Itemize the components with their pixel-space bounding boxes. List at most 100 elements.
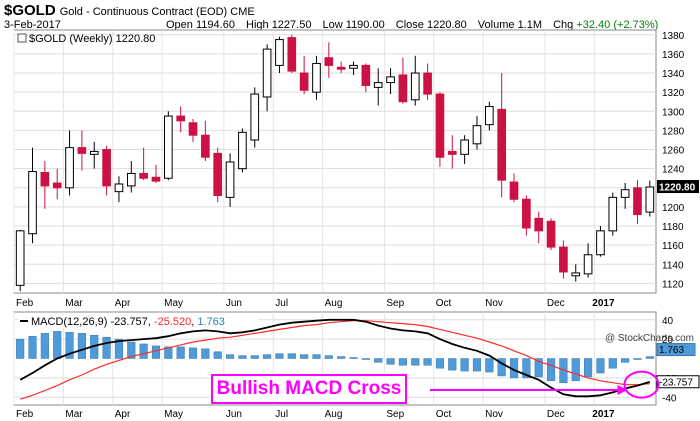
macd-histogram-bar (28, 335, 37, 359)
last-price-value: 1220.80 (659, 183, 696, 194)
macd-histogram-bar (645, 356, 654, 359)
macd-x-tick-label: Aug (325, 409, 343, 420)
macd-histogram-bar (411, 358, 420, 366)
price-y-tick-label: 1200 (662, 203, 685, 214)
macd-histogram-bar (522, 358, 531, 379)
price-y-tick-label: 1140 (662, 260, 684, 271)
candle-body (126, 172, 136, 187)
macd-x-tick-label: Sep (386, 409, 404, 420)
contract-description: Gold - Continuous Contract (EOD) CME (59, 6, 255, 18)
macd-histogram-bar (151, 345, 161, 359)
high-label: High (246, 19, 269, 31)
macd-histogram-bar (460, 358, 469, 372)
candle-body (484, 106, 494, 126)
price-x-tick-label: Jul (275, 298, 288, 309)
price-y-tick-label: 1260 (662, 146, 685, 157)
candle-body (299, 72, 309, 91)
macd-histogram-bar (596, 358, 605, 374)
macd-histogram-bar (349, 357, 358, 359)
candle-body (373, 82, 383, 88)
price-x-tick-label: Apr (115, 298, 131, 309)
volume-label: Volume (477, 19, 515, 31)
macd-x-tick-label: 2017 (592, 409, 615, 420)
price-y-tick-label: 1300 (662, 107, 685, 118)
candle-body (188, 122, 198, 136)
macd-histogram-bar (608, 358, 617, 369)
candle-body (386, 76, 395, 84)
candle-body (324, 57, 334, 66)
macd-histogram-bar (534, 358, 543, 378)
candle-body (28, 171, 37, 235)
price-y-tick-label: 1160 (662, 241, 684, 252)
macd-x-tick-label: Dec (547, 409, 565, 420)
candle-body (312, 62, 321, 93)
macd-y-tick-label: -40 (662, 393, 677, 404)
macd-histogram-bar (386, 358, 395, 365)
price-y-tick-label: 1320 (662, 88, 685, 99)
price-x-tick-label: Dec (547, 298, 565, 309)
macd-histogram-bar (312, 354, 321, 359)
candle-body (139, 172, 148, 179)
chg-label: Chg (553, 19, 574, 31)
macd-value-tag-label: -23.757 (659, 377, 693, 388)
macd-histogram-bar (188, 347, 198, 359)
price-legend-swatch (17, 33, 27, 43)
macd-histogram-bar (485, 358, 494, 373)
macd-line (19, 318, 651, 398)
candle-body (534, 217, 544, 232)
macd-histogram-bar (176, 346, 185, 359)
volume-value: 1.1M (517, 19, 543, 31)
symbol-text: $GOLD (4, 2, 56, 19)
macd-histogram-bar (127, 341, 136, 359)
macd-histogram-bar (102, 336, 111, 359)
macd-histogram-bar (16, 338, 25, 359)
candle-body (287, 37, 297, 72)
candle-body (472, 125, 482, 145)
macd-histogram-bar (448, 358, 457, 371)
macd-x-tick-label: Mar (65, 409, 83, 420)
open-value: 1194.60 (195, 19, 235, 31)
macd-histogram-bar (225, 354, 235, 359)
macd-signal-line (20, 320, 650, 400)
macd-histogram-bar (287, 353, 296, 359)
candle-body (163, 115, 173, 179)
macd-histogram-bar (435, 358, 445, 369)
macd-x-tick-label: Nov (485, 409, 503, 420)
macd-value-tag (656, 375, 700, 389)
candle-body (89, 150, 99, 155)
last-price-tag (657, 180, 699, 194)
macd-histogram-bar (114, 338, 124, 359)
hist-value-tag-label: 1.763 (659, 345, 684, 356)
price-x-tick-label: Nov (485, 298, 503, 309)
candle-body (423, 72, 432, 95)
macd-histogram-bar (571, 358, 580, 382)
macd-y-tick-label: 20 (662, 335, 674, 346)
chg-value: +32.40 (+2.73%) (576, 19, 659, 31)
price-x-tick-label: Sep (386, 298, 404, 309)
low-label: Low (322, 19, 343, 31)
price-y-tick-label: 1380 (662, 31, 685, 42)
macd-histogram-bar (324, 355, 333, 359)
macd-x-tick-label: Feb (16, 409, 34, 420)
macd-histogram-bar (275, 353, 284, 359)
macd-histogram-bar (546, 358, 556, 382)
price-x-tick-label: Mar (65, 298, 83, 309)
macd-legend-bg (18, 315, 258, 328)
annotation-arrow-head (617, 385, 628, 395)
macd-histogram-bar (40, 333, 49, 359)
ohlc-readout: Open 1194.60 High 1227.50 Low 1190.00 Cl… (166, 19, 658, 31)
macd-histogram-bar (337, 356, 346, 359)
hist-value-tag (656, 343, 696, 357)
quote-bar: 3-Feb-2017 Open 1194.60 High 1227.50 Low… (4, 19, 694, 31)
close-value: 1220.80 (426, 19, 467, 31)
candle-body (410, 72, 420, 101)
macd-histogram-bar (201, 348, 210, 359)
candle-body (509, 181, 519, 200)
price-x-tick-label: May (164, 298, 183, 309)
price-y-tick-label: 1360 (662, 50, 685, 61)
macd-histogram-bar (361, 358, 370, 360)
price-y-tick-label: 1240 (662, 165, 685, 176)
candle-body (336, 66, 346, 70)
price-panel-frame (13, 29, 657, 294)
